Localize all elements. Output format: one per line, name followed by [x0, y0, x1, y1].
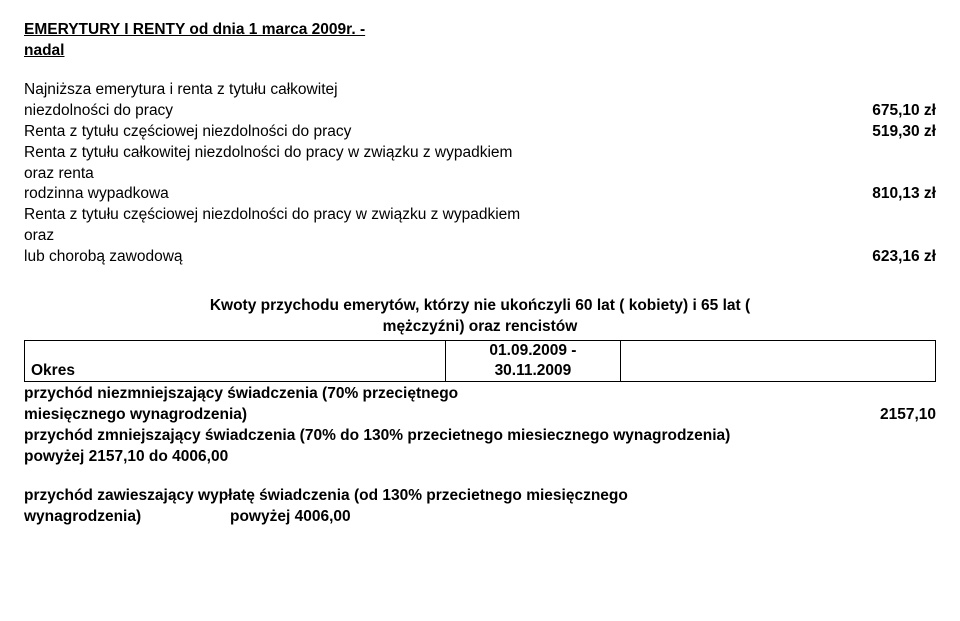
okres-date-l2: 30.11.2009 — [495, 362, 572, 379]
rate-label-1b: niezdolności do pracy — [24, 101, 860, 122]
page-title: EMERYTURY I RENTY od dnia 1 marca 2009r.… — [24, 20, 936, 62]
rates-block: Najniższa emerytura i renta z tytułu cał… — [24, 80, 936, 268]
okres-table: Okres 01.09.2009 - 30.11.2009 — [24, 340, 936, 382]
przychod-3-l2a: wynagrodzenia) — [24, 507, 230, 528]
przychod-2-l2: powyżej 2157,10 do 4006,00 — [24, 447, 936, 468]
przychod-1-l2: miesięcznego wynagrodzenia) — [24, 405, 247, 426]
rate-row-3b: oraz renta — [24, 164, 936, 185]
rate-label-2: Renta z tytułu częściowej niezdolności d… — [24, 122, 860, 143]
przychod-3: przychód zawieszający wypłatę świadczeni… — [24, 486, 936, 528]
rate-value-3: 810,13 zł — [860, 184, 936, 205]
okres-date-l1: 01.09.2009 - — [489, 342, 576, 359]
przychod-2-l1: przychód zmniejszający świadczenia (70% … — [24, 426, 936, 447]
rate-row-4b: oraz — [24, 226, 936, 247]
przychod-1: przychód niezmniejszający świadczenia (7… — [24, 384, 936, 426]
rate-value-1: 675,10 zł — [860, 101, 936, 122]
rate-value-4: 623,16 zł — [860, 247, 936, 268]
przychod-3-l2b: powyżej 4006,00 — [230, 508, 351, 525]
kwoty-heading-l2: mężczyźni) oraz rencistów — [383, 318, 578, 335]
rate-row-4c: lub chorobą zawodową 623,16 zł — [24, 247, 936, 268]
rate-value-2: 519,30 zł — [860, 122, 936, 143]
okres-label-cell: Okres — [25, 340, 446, 381]
rate-row-3c: rodzinna wypadkowa 810,13 zł — [24, 184, 936, 205]
okres-date-cell: 01.09.2009 - 30.11.2009 — [446, 340, 620, 381]
rate-row-4a: Renta z tytułu częściowej niezdolności d… — [24, 205, 936, 226]
rate-row-2: Renta z tytułu częściowej niezdolności d… — [24, 122, 936, 143]
okres-empty-cell — [620, 340, 935, 381]
title-line-2: nadal — [24, 42, 64, 59]
rate-row-3a: Renta z tytułu całkowitej niezdolności d… — [24, 143, 936, 164]
przychod-1-l2-row: miesięcznego wynagrodzenia) 2157,10 — [24, 405, 936, 426]
rate-label-4c: lub chorobą zawodową — [24, 247, 860, 268]
kwoty-heading-l1: Kwoty przychodu emerytów, którzy nie uko… — [210, 297, 750, 314]
przychod-1-val: 2157,10 — [880, 405, 936, 426]
rate-label-3c: rodzinna wypadkowa — [24, 184, 860, 205]
przychod-3-l1: przychód zawieszający wypłatę świadczeni… — [24, 486, 936, 507]
rate-row-1a: Najniższa emerytura i renta z tytułu cał… — [24, 80, 936, 101]
table-row: Okres 01.09.2009 - 30.11.2009 — [25, 340, 936, 381]
title-line-1: EMERYTURY I RENTY od dnia 1 marca 2009r.… — [24, 21, 365, 38]
kwoty-heading: Kwoty przychodu emerytów, którzy nie uko… — [24, 296, 936, 338]
przychod-1-l1: przychód niezmniejszający świadczenia (7… — [24, 384, 936, 405]
przychod-3-l2: wynagrodzenia)powyżej 4006,00 — [24, 507, 936, 528]
przychod-2: przychód zmniejszający świadczenia (70% … — [24, 426, 936, 468]
rate-row-1b: niezdolności do pracy 675,10 zł — [24, 101, 936, 122]
